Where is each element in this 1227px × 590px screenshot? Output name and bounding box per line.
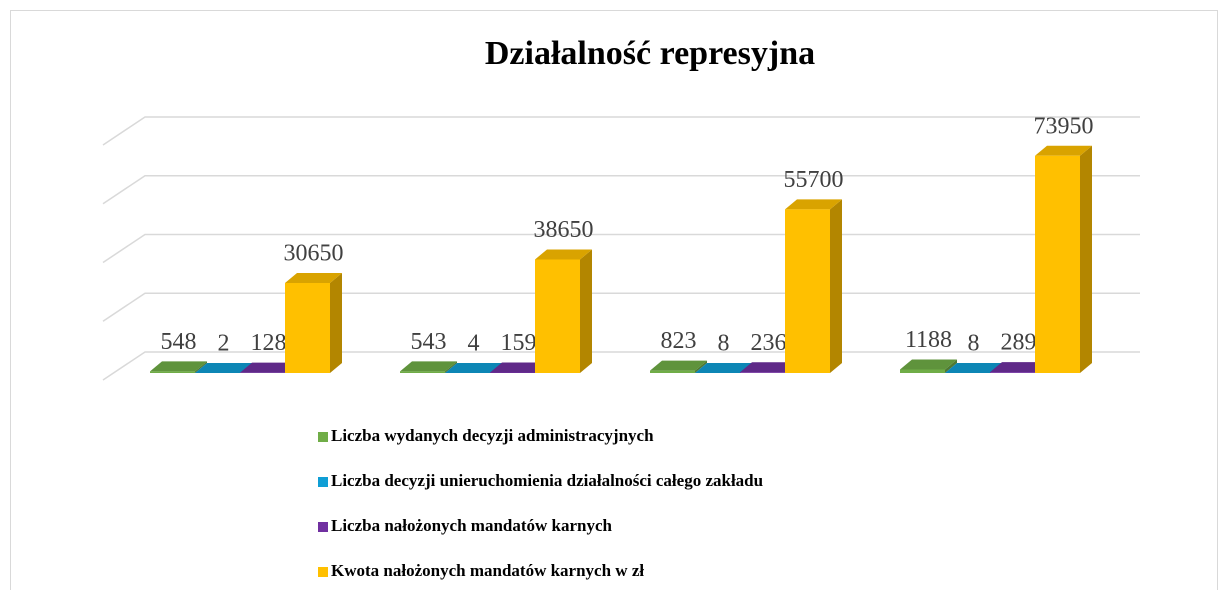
legend-label: Liczba decyzji unieruchomienia działalno… (331, 471, 763, 490)
bar-face (1035, 145, 1092, 156)
legend-marker (318, 567, 328, 577)
bar-face (445, 361, 457, 373)
bar-face (830, 199, 842, 373)
bar-face (195, 362, 252, 373)
grid-line (102, 233, 1140, 264)
bar-face (990, 362, 1047, 373)
bar-face (740, 362, 797, 373)
bar-face (900, 369, 945, 373)
bar-face (330, 272, 342, 373)
bar (650, 360, 707, 373)
bar-face (150, 361, 207, 372)
legend-marker (318, 477, 328, 487)
data-label: 55700 (784, 167, 844, 193)
bar (150, 361, 207, 373)
data-label: 2 (218, 330, 230, 356)
bar (285, 272, 342, 373)
bar-face (900, 359, 957, 370)
bar-face (195, 361, 207, 373)
bar (400, 361, 457, 373)
bar-face (580, 249, 592, 373)
data-label: 128 (251, 330, 287, 356)
legend-label: Kwota nałożonych mandatów karnych w zł (331, 561, 644, 580)
bar (535, 249, 592, 373)
bar-face (990, 372, 1035, 373)
bar-face (150, 371, 195, 373)
data-label: 38650 (534, 217, 594, 243)
chart-border (10, 10, 1218, 590)
data-label: 236 (751, 330, 787, 356)
data-label: 73950 (1034, 113, 1094, 139)
bar-face (650, 370, 695, 373)
bar-face (695, 362, 752, 373)
bar-face (695, 360, 707, 373)
bar-face (400, 371, 445, 373)
bar-face (285, 272, 342, 283)
bar (1035, 145, 1092, 373)
data-label: 30650 (284, 240, 344, 266)
grid-line (102, 116, 1140, 146)
bar (900, 359, 957, 373)
bar-face (785, 199, 842, 210)
grid-line (102, 292, 1140, 322)
bar (785, 199, 842, 373)
bar-face (945, 362, 1002, 373)
legend-label: Liczba wydanych decyzji administracyjnyc… (331, 426, 654, 445)
bar-face (1080, 145, 1092, 373)
bar-face (490, 362, 547, 373)
bar-face (535, 259, 580, 373)
data-label: 8 (718, 330, 730, 356)
legend-marker (318, 432, 328, 442)
bar-face (740, 372, 785, 373)
bar-face (945, 359, 957, 373)
data-label: 548 (161, 329, 197, 355)
bar-face (400, 361, 457, 372)
data-label: 159 (501, 330, 537, 356)
data-label: 4 (468, 330, 480, 356)
legend-marker (318, 522, 328, 532)
data-label: 289 (1001, 330, 1037, 356)
data-label: 1188 (905, 327, 952, 353)
chart-title: Działalność represyjna (485, 35, 815, 72)
bar-face (785, 209, 830, 373)
data-label: 543 (411, 329, 447, 355)
bar-face (650, 360, 707, 371)
bar-face (285, 282, 330, 373)
bar-face (1035, 155, 1080, 373)
bar-face (535, 249, 592, 260)
bar-face (445, 362, 502, 373)
grid-line (102, 175, 1140, 205)
bar-face (240, 362, 297, 373)
data-label: 823 (661, 328, 697, 354)
data-label: 8 (968, 330, 980, 356)
legend-label: Liczba nałożonych mandatów karnych (331, 516, 613, 535)
